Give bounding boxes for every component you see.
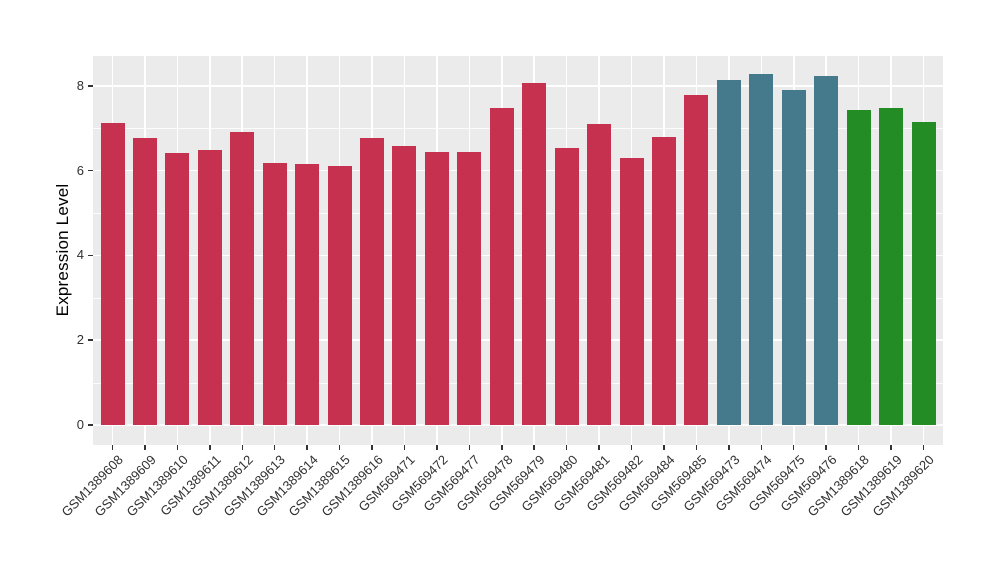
bar	[197, 149, 222, 425]
bar	[327, 165, 352, 425]
x-tick-mark	[176, 445, 179, 450]
x-tick-mark	[241, 445, 243, 450]
bar	[814, 75, 839, 425]
bar	[295, 164, 320, 425]
x-tick-mark	[403, 445, 406, 450]
minor-gridline	[93, 382, 943, 384]
bar	[132, 138, 157, 425]
y-tick-mark	[88, 424, 93, 426]
y-tick-mark	[88, 169, 93, 172]
bar	[424, 151, 449, 425]
y-tick-mark	[88, 254, 93, 257]
x-tick-mark	[598, 445, 600, 450]
x-tick-mark	[501, 445, 503, 450]
bar	[522, 82, 547, 425]
bar	[489, 108, 514, 425]
bar	[230, 132, 255, 425]
x-tick-mark	[371, 445, 373, 450]
x-tick-mark	[533, 445, 535, 450]
x-tick-mark	[728, 445, 730, 450]
y-tick-mark	[88, 339, 93, 341]
x-tick-mark	[468, 445, 471, 450]
bar	[587, 123, 612, 425]
x-tick-mark	[890, 445, 892, 450]
x-tick-mark	[565, 445, 568, 450]
x-tick-mark	[760, 445, 763, 450]
bar	[684, 95, 709, 425]
x-tick-mark	[273, 445, 276, 450]
bar	[100, 123, 125, 425]
x-tick-mark	[792, 445, 795, 450]
major-gridline	[93, 85, 943, 87]
x-tick-mark	[630, 445, 633, 450]
x-tick-mark	[144, 445, 146, 450]
bar	[165, 153, 190, 425]
minor-gridline	[93, 128, 943, 130]
plot-panel	[93, 56, 943, 445]
major-gridline	[93, 254, 943, 257]
bar	[457, 151, 482, 425]
bar	[392, 146, 417, 425]
y-tick-mark	[88, 85, 93, 87]
x-tick-mark	[209, 445, 211, 450]
x-tick-mark	[436, 445, 438, 450]
x-tick-mark	[306, 445, 308, 450]
y-tick-label: 6	[76, 162, 84, 178]
x-tick-mark	[111, 445, 114, 450]
minor-gridline	[93, 297, 943, 299]
x-tick-mark	[695, 445, 698, 450]
bar	[360, 138, 385, 425]
bar	[749, 74, 774, 425]
x-tick-mark	[857, 445, 860, 450]
bar	[554, 147, 579, 425]
bar	[911, 121, 936, 425]
major-gridline	[93, 339, 943, 341]
bar	[619, 157, 644, 425]
bar	[846, 109, 871, 425]
y-tick-label: 2	[76, 332, 84, 348]
y-tick-label: 0	[76, 417, 84, 432]
y-tick-label: 8	[76, 77, 84, 93]
x-tick-mark	[338, 445, 341, 450]
x-tick-mark	[663, 445, 665, 450]
bar	[879, 107, 904, 425]
bar	[781, 90, 806, 425]
major-gridline	[93, 424, 943, 426]
bar	[651, 136, 676, 425]
x-tick-mark	[825, 445, 827, 450]
x-tick-mark	[922, 445, 925, 450]
bar	[716, 80, 741, 425]
major-gridline	[93, 169, 943, 172]
bar	[262, 163, 287, 425]
y-tick-label: 4	[76, 247, 84, 263]
minor-gridline	[93, 213, 943, 214]
